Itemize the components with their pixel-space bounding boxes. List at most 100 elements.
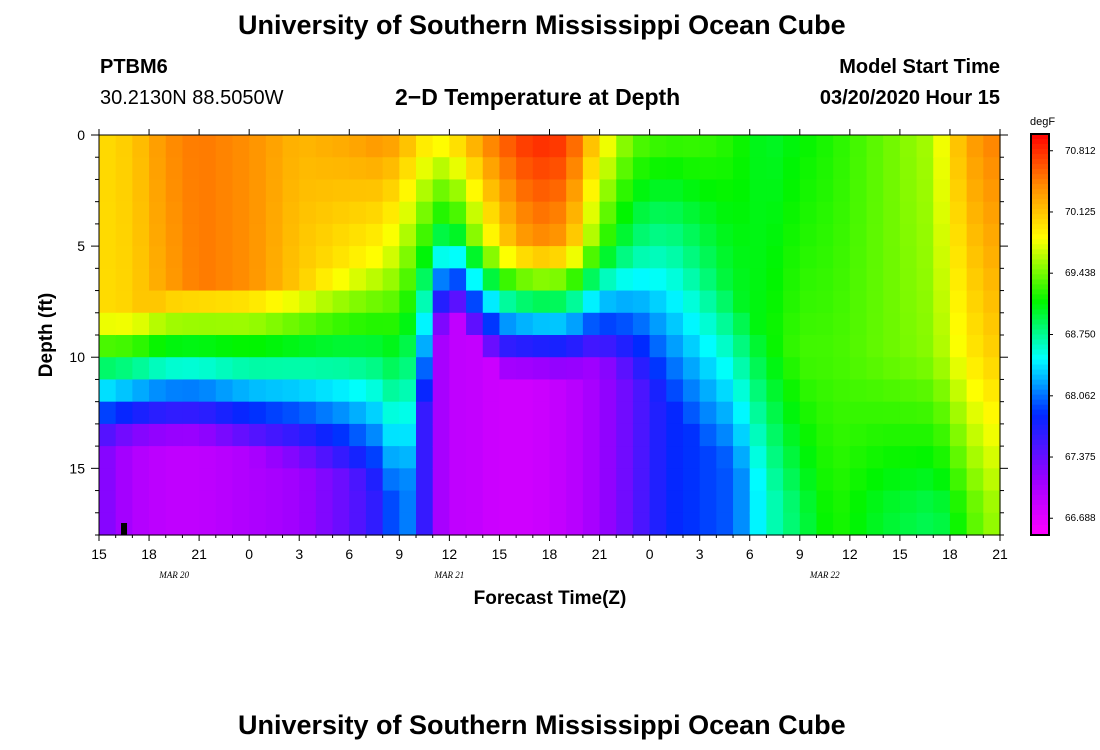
heatmap-cell bbox=[416, 135, 434, 158]
heatmap-cell bbox=[165, 379, 184, 403]
heatmap-cell bbox=[799, 446, 818, 469]
heatmap-cell bbox=[649, 201, 667, 225]
colorbar-tick-label: 70.812 bbox=[1065, 146, 1096, 157]
heatmap-cell bbox=[666, 423, 684, 447]
heatmap-cell bbox=[365, 335, 384, 358]
heatmap-cell bbox=[649, 512, 667, 536]
colorbar-swatch bbox=[1031, 259, 1049, 265]
heatmap-cell bbox=[382, 490, 400, 514]
heatmap-cell bbox=[299, 246, 317, 269]
heatmap-cell bbox=[299, 512, 317, 536]
heatmap-cell bbox=[232, 468, 250, 492]
y-tick-label: 0 bbox=[77, 127, 85, 143]
heatmap-cell bbox=[466, 401, 484, 425]
heatmap-cell bbox=[315, 423, 334, 447]
heatmap-cell bbox=[349, 379, 367, 403]
heatmap-cell bbox=[315, 135, 334, 158]
heatmap-cell bbox=[399, 290, 417, 314]
heatmap-cell bbox=[232, 512, 250, 536]
heatmap-cell bbox=[549, 512, 567, 536]
heatmap-cell bbox=[866, 157, 884, 181]
heatmap-cell bbox=[966, 135, 984, 158]
heatmap-cell bbox=[883, 135, 901, 158]
heatmap-cell bbox=[666, 246, 684, 269]
heatmap-cell bbox=[349, 490, 367, 514]
heatmap-cell bbox=[933, 157, 951, 181]
heatmap-cell bbox=[365, 379, 384, 403]
heatmap-cell bbox=[749, 357, 768, 381]
heatmap-cell bbox=[432, 135, 450, 158]
heatmap-cell bbox=[265, 401, 284, 425]
heatmap-cell bbox=[499, 379, 517, 403]
heatmap-cell bbox=[799, 357, 818, 381]
heatmap-cell bbox=[332, 201, 350, 225]
heatmap-cell bbox=[249, 201, 267, 225]
heatmap-cell bbox=[749, 490, 768, 514]
heatmap-cell bbox=[215, 135, 234, 158]
heatmap-cell bbox=[315, 268, 334, 292]
heatmap-cell bbox=[149, 135, 167, 158]
heatmap-cell bbox=[833, 268, 851, 292]
heatmap-cell bbox=[199, 468, 217, 492]
heatmap-cell bbox=[566, 357, 584, 381]
heatmap-cell bbox=[833, 512, 851, 536]
colorbar-swatch bbox=[1031, 479, 1049, 486]
heatmap-cell bbox=[115, 157, 133, 181]
heatmap-cell bbox=[649, 446, 667, 469]
heatmap-cell bbox=[132, 157, 150, 181]
heatmap-cell bbox=[282, 135, 300, 158]
colorbar-swatch bbox=[1031, 414, 1049, 421]
heatmap-cell bbox=[265, 468, 284, 492]
heatmap-cell bbox=[599, 223, 617, 247]
heatmap-cell bbox=[616, 312, 634, 336]
colorbar: 70.812 70.125 69.438 68.750 68.062 67.375 66.6… bbox=[1030, 133, 1096, 536]
heatmap-cell bbox=[449, 157, 467, 181]
heatmap-cell bbox=[466, 312, 484, 336]
heatmap-cell bbox=[365, 490, 384, 514]
heatmap-cell bbox=[482, 246, 501, 269]
heatmap-cell bbox=[916, 157, 934, 181]
heatmap-cell bbox=[983, 423, 1001, 447]
heatmap-cell bbox=[899, 223, 918, 247]
heatmap-cell bbox=[149, 246, 167, 269]
heatmap-cell bbox=[966, 446, 984, 469]
heatmap-cell bbox=[799, 401, 818, 425]
heatmap-cell bbox=[833, 357, 851, 381]
heatmap-cell bbox=[132, 512, 150, 536]
heatmap-cell bbox=[466, 268, 484, 292]
heatmap-cell bbox=[199, 379, 217, 403]
heatmap-cell bbox=[682, 357, 701, 381]
heatmap-cell bbox=[833, 290, 851, 314]
heatmap-cell bbox=[816, 401, 834, 425]
heatmap-cell bbox=[365, 401, 384, 425]
colorbar-swatch bbox=[1031, 374, 1049, 381]
heatmap-cell bbox=[666, 512, 684, 536]
heatmap-cell bbox=[482, 335, 501, 358]
heatmap-cell bbox=[532, 246, 551, 269]
heatmap-cell bbox=[182, 312, 200, 336]
heatmap-cell bbox=[716, 223, 734, 247]
heatmap-cell bbox=[749, 423, 768, 447]
colorbar-swatch bbox=[1031, 284, 1049, 290]
heatmap-cell bbox=[249, 401, 267, 425]
heatmap-cell bbox=[265, 246, 284, 269]
heatmap-cell bbox=[749, 179, 768, 203]
heatmap-cell bbox=[416, 490, 434, 514]
heatmap-cell bbox=[449, 512, 467, 536]
heatmap-cell bbox=[482, 312, 501, 336]
heatmap-cell bbox=[983, 512, 1001, 536]
heatmap-cell bbox=[315, 446, 334, 469]
heatmap-cell bbox=[933, 423, 951, 447]
heatmap-cell bbox=[966, 423, 984, 447]
heatmap-cell bbox=[449, 246, 467, 269]
heatmap-cell bbox=[299, 268, 317, 292]
heatmap-cell bbox=[783, 290, 801, 314]
heatmap-cell bbox=[382, 179, 400, 203]
colorbar-swatch bbox=[1031, 439, 1049, 446]
heatmap-cell bbox=[833, 401, 851, 425]
colorbar-tick-label: 69.438 bbox=[1065, 268, 1096, 279]
heatmap-cell bbox=[949, 157, 968, 181]
heatmap-cell bbox=[432, 379, 450, 403]
heatmap-cell bbox=[432, 446, 450, 469]
heatmap-cell bbox=[99, 335, 117, 358]
